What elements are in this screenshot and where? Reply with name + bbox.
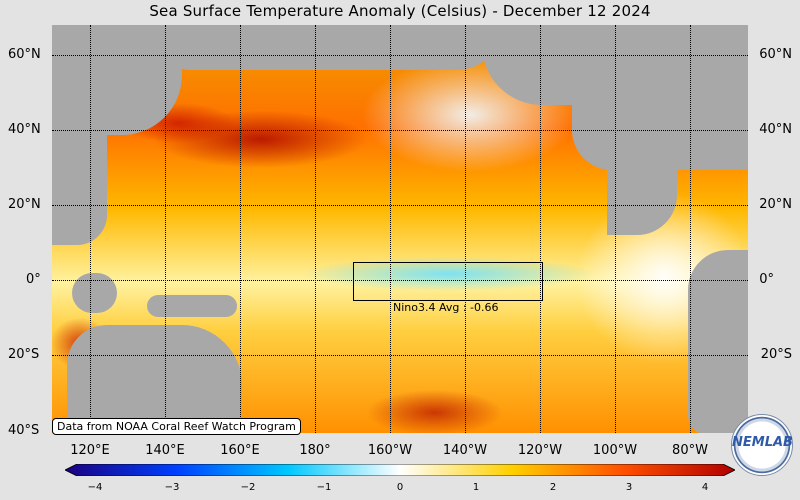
lat-label-60n-left: 60°N [8, 47, 41, 62]
nino34-region-box [353, 262, 543, 301]
lat-label-40s-left: 40°S [8, 423, 40, 438]
grid-line-140e [165, 25, 166, 433]
lat-label-40n-right: 40°N [759, 122, 792, 137]
lat-label-0-right: 0° [759, 272, 774, 287]
lon-label-180: 180° [299, 443, 331, 458]
colorbar-fill [65, 464, 735, 476]
lon-label-100w: 100°W [592, 443, 638, 458]
colorbar-tick: 4 [701, 482, 709, 493]
grid-line-20n [52, 205, 748, 206]
colorbar-tick: −3 [164, 482, 180, 493]
lon-label-140w: 140°W [442, 443, 488, 458]
grid-line-160e [240, 25, 241, 433]
logo-text: NEMLAB [732, 435, 793, 450]
colorbar-tick: 3 [625, 482, 633, 493]
colorbar-tick: −4 [87, 482, 103, 493]
lat-label-20s-right: 20°S [760, 347, 792, 362]
grid-line-80w [690, 25, 691, 433]
data-credit-label: Data from NOAA Coral Reef Watch Program [52, 418, 301, 435]
land-north-america [572, 25, 748, 170]
land-new-guinea [147, 295, 237, 317]
nemlab-logo: NEMLAB [731, 414, 793, 476]
lat-label-20n-left: 20°N [8, 197, 41, 212]
colorbar-tick: −2 [240, 482, 256, 493]
lon-label-160w: 160°W [367, 443, 413, 458]
grid-line-160w [390, 25, 391, 433]
colorbar-tick: 2 [549, 482, 557, 493]
map-title: Sea Surface Temperature Anomaly (Celsius… [149, 2, 651, 20]
lon-label-160e: 160°E [220, 443, 260, 458]
grid-line-120w [540, 25, 541, 433]
lon-label-120w: 120°W [517, 443, 563, 458]
lat-label-40n-left: 40°N [8, 122, 41, 137]
land-south-america [688, 250, 748, 433]
grid-line-100w [615, 25, 616, 433]
land-australia [67, 325, 242, 433]
land-china [52, 125, 107, 245]
grid-line-40n [52, 130, 748, 131]
lon-label-140e: 140°E [145, 443, 185, 458]
lat-label-20n-right: 20°N [759, 197, 792, 212]
colorbar [65, 464, 735, 476]
land-asia [52, 25, 182, 135]
lat-label-60n-right: 60°N [759, 47, 792, 62]
grid-line-equator [52, 280, 748, 281]
colorbar-tick: −1 [316, 482, 332, 493]
grid-line-60n [52, 55, 748, 56]
grid-line-120e [90, 25, 91, 433]
lat-label-20s-left: 20°S [8, 347, 40, 362]
land-borneo [72, 273, 117, 313]
grid-line-180 [315, 25, 316, 433]
lat-label-0-left: 0° [26, 272, 41, 287]
lon-label-120e: 120°E [70, 443, 110, 458]
sst-anomaly-map[interactable]: Nino3.4 Avg : -0.66 [52, 25, 748, 433]
lon-label-80w: 80°W [672, 443, 708, 458]
land-mexico [607, 165, 677, 235]
colorbar-tick: 1 [472, 482, 480, 493]
colorbar-tick: 0 [396, 482, 404, 493]
nino34-average-label: Nino3.4 Avg : -0.66 [393, 301, 499, 314]
land-siberia [172, 25, 502, 70]
grid-line-20s [52, 355, 748, 356]
grid-line-140w [465, 25, 466, 433]
